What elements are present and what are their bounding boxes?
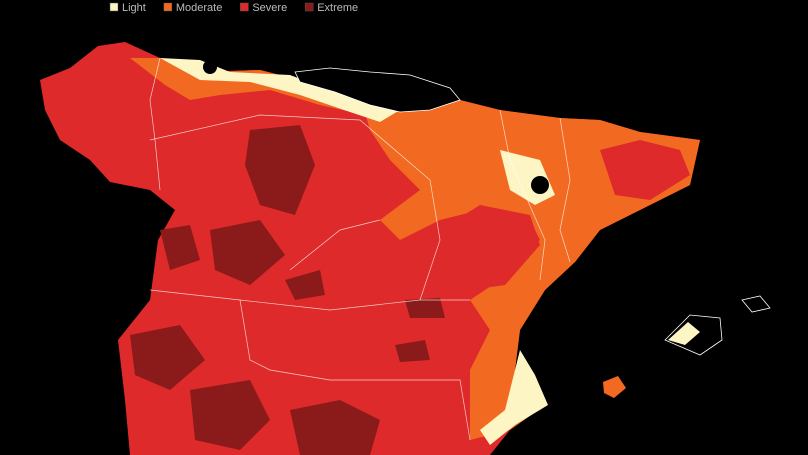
light-east-coast xyxy=(480,350,548,445)
legend-swatch xyxy=(109,2,119,12)
severe-pocket-catalonia xyxy=(600,140,690,200)
extreme-blob xyxy=(130,325,205,390)
border xyxy=(149,114,441,301)
border xyxy=(239,299,471,441)
moderate-zone-islet xyxy=(603,376,626,398)
light-north-coast xyxy=(160,58,400,122)
extreme-blob xyxy=(290,400,380,455)
legend-swatch xyxy=(304,2,314,12)
island-menorca xyxy=(741,295,771,313)
border xyxy=(289,219,381,271)
severe-pocket-aragon xyxy=(440,205,540,290)
border xyxy=(149,289,470,311)
no-data-spot xyxy=(203,60,217,74)
extreme-zones xyxy=(130,125,445,455)
extreme-blob xyxy=(285,270,325,300)
extreme-blob xyxy=(395,340,430,362)
border xyxy=(559,117,571,263)
border xyxy=(499,109,546,281)
extreme-blob xyxy=(160,225,200,270)
region-borders xyxy=(149,57,571,441)
legend-label: Moderate xyxy=(176,2,222,14)
no-data-region xyxy=(294,67,461,113)
legend-label: Light xyxy=(122,2,146,14)
legend-swatch xyxy=(240,2,249,12)
legend-label: Severe xyxy=(252,2,287,14)
lake-shadow xyxy=(531,176,549,194)
extreme-blob xyxy=(245,125,315,215)
legend-label: Extreme xyxy=(317,2,358,14)
legend: Light Moderate Severe Extreme xyxy=(109,2,358,14)
legend-swatch xyxy=(163,2,173,12)
border xyxy=(149,57,161,191)
extreme-blob xyxy=(405,298,445,318)
extreme-blob xyxy=(210,220,285,285)
extreme-blob xyxy=(190,380,270,450)
island-mallorca-light xyxy=(668,322,700,345)
